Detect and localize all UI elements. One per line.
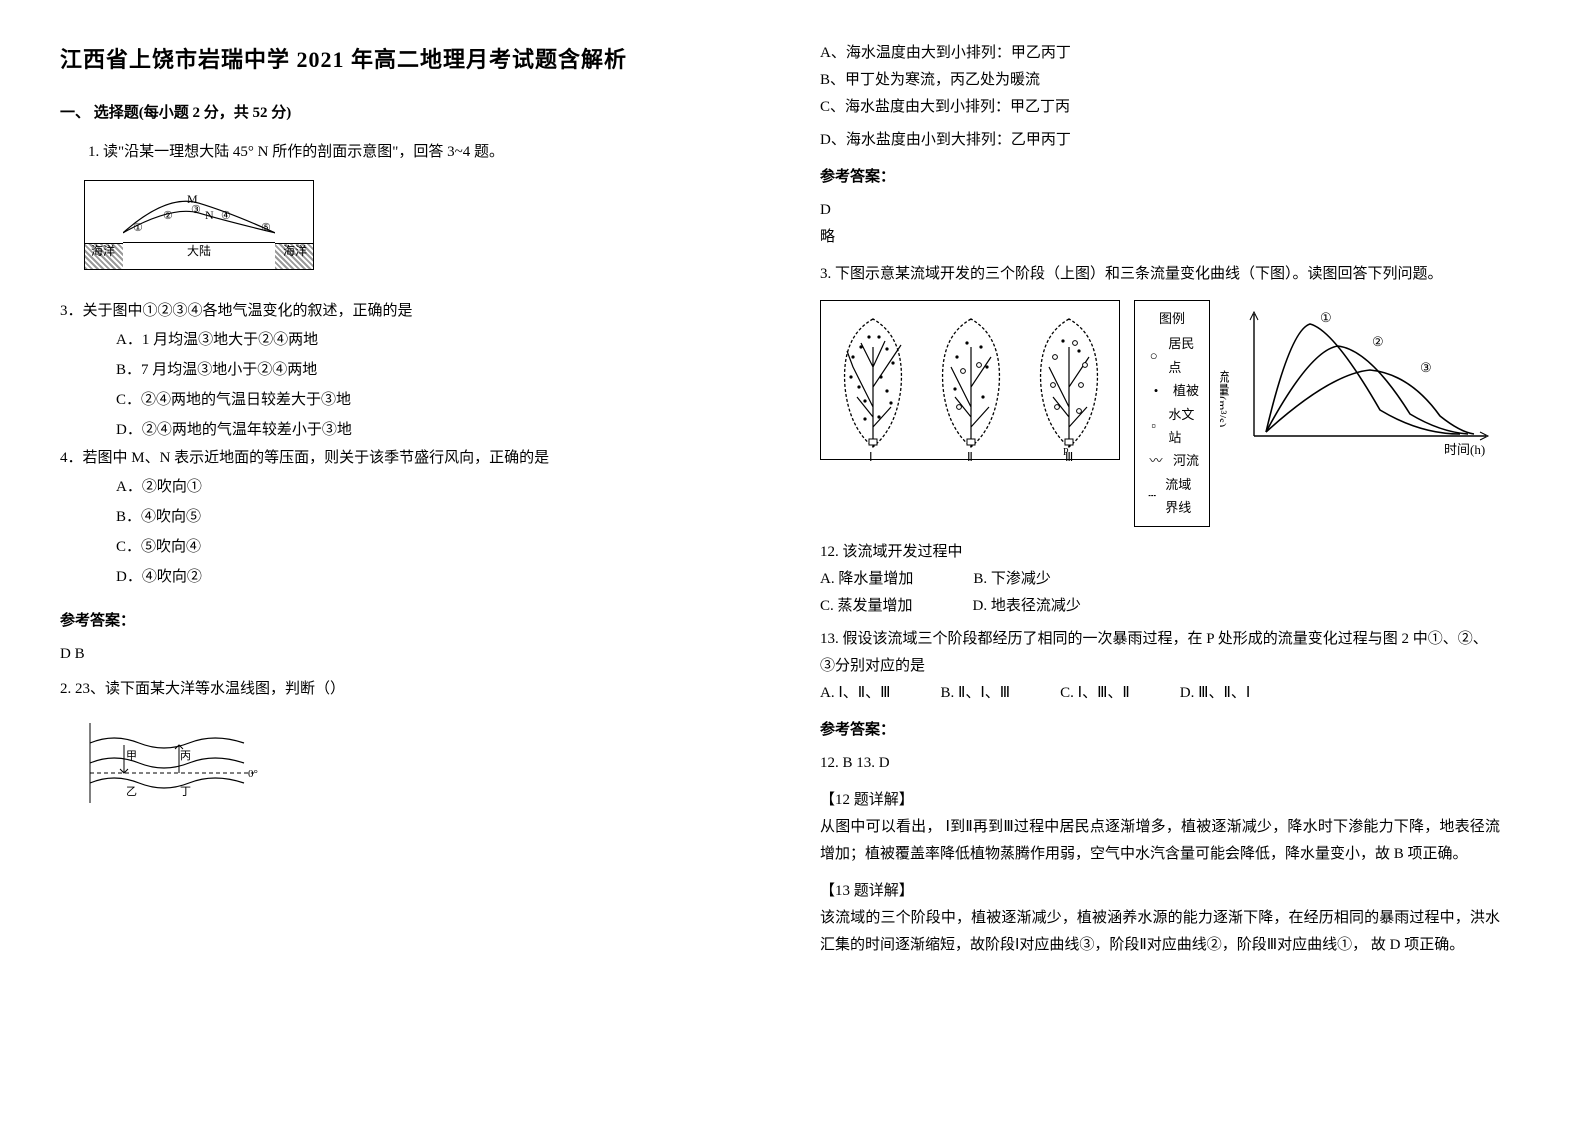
q4-opt-c: C．⑤吹向④	[116, 532, 740, 562]
q3-block: 3. 下图示意某流域开发的三个阶段（上图）和三条流量变化曲线（下图）。读图回答下…	[820, 261, 1500, 959]
fig1-n1: ①	[133, 219, 143, 239]
q3-stem: 3. 下图示意某流域开发的三个阶段（上图）和三条流量变化曲线（下图）。读图回答下…	[820, 261, 1500, 288]
q2-opt-c: C、海水盐度由大到小排列：甲乙丁丙	[820, 94, 1500, 121]
q4-opt-a: A．②吹向①	[116, 472, 740, 502]
q13-opts: A. Ⅰ、Ⅱ、Ⅲ B. Ⅱ、Ⅰ、Ⅲ C. Ⅰ、Ⅲ、Ⅱ D. Ⅲ、Ⅱ、Ⅰ	[820, 680, 1500, 707]
q1-answer: D B	[60, 641, 740, 668]
q3-answer: 12. B 13. D	[820, 750, 1500, 777]
fig1-n5: ⑤	[261, 219, 271, 239]
svg-text:甲: 甲	[126, 750, 137, 762]
q3-opt-a: A．1 月均温③地大于②④两地	[116, 325, 740, 355]
flow-chart: 流量(m³/s) 时间(h) ① ② ③	[1220, 300, 1500, 460]
svg-text:P: P	[1063, 447, 1069, 458]
q13-stem: 13. 假设该流域三个阶段都经历了相同的一次暴雨过程，在 P 处形成的流量变化过…	[820, 626, 1500, 680]
q1-text: 读"沿某一理想大陆 45° N 所作的剖面示意图"，回答 3~4 题。	[103, 144, 504, 160]
q3-stem: 3．关于图中①②③④各地气温变化的叙述，正确的是	[60, 298, 740, 325]
residence-icon: ○	[1145, 344, 1162, 367]
svg-text:②: ②	[1372, 334, 1384, 349]
answer-label-1: 参考答案：	[60, 608, 740, 635]
q12-opt-c: C. 蒸发量增加	[820, 593, 913, 620]
fig1-n: N	[205, 205, 214, 227]
legend-hydrostation: 水文站	[1168, 403, 1199, 450]
answer-label-2: 参考答案：	[820, 164, 1500, 191]
legend-river: 河流	[1173, 449, 1199, 472]
svg-text:①: ①	[1320, 310, 1332, 325]
svg-text:Ⅱ: Ⅱ	[967, 450, 973, 461]
chart-xlabel: 时间(h)	[1444, 442, 1485, 457]
q13-opt-a: A. Ⅰ、Ⅱ、Ⅲ	[820, 680, 890, 707]
q12-opt-b: B. 下渗减少	[973, 566, 1051, 593]
svg-text:③: ③	[1420, 360, 1432, 375]
figure1: 海洋 海洋 大陆 M N ① ② ③ ④ ⑤	[84, 180, 740, 280]
fig1-n2: ②	[163, 207, 173, 227]
q2-opt-d: D、海水盐度由小到大排列：乙甲丙丁	[820, 127, 1500, 154]
q2-block: 2. 23、读下面某大洋等水温线图，判断（） 甲 丙 乙 丁 0°	[60, 676, 740, 813]
right-column: A、海水温度由大到小排列：甲乙丙丁 B、甲丁处为寒流，丙乙处为暖流 C、海水盐度…	[820, 40, 1500, 975]
section-header: 一、 选择题(每小题 2 分，共 52 分)	[60, 100, 740, 127]
river-icon: 〰	[1145, 449, 1167, 472]
q13-opt-d: D. Ⅲ、Ⅱ、Ⅰ	[1180, 680, 1250, 707]
legend-vegetation: 植被	[1173, 379, 1199, 402]
q2-stem: 2. 23、读下面某大洋等水温线图，判断（）	[60, 676, 740, 703]
svg-text:0°: 0°	[248, 768, 258, 780]
left-column: 江西省上饶市岩瑞中学 2021 年高二地理月考试题含解析 一、 选择题(每小题 …	[60, 40, 740, 975]
figure3: Ⅰ Ⅱ	[820, 300, 1500, 527]
q4-opt-d: D．④吹向②	[116, 562, 740, 592]
svg-text:丙: 丙	[180, 750, 191, 762]
hydrostation-icon: ▫	[1145, 414, 1162, 437]
q1-stem: 1. 读"沿某一理想大陆 45° N 所作的剖面示意图"，回答 3~4 题。	[88, 139, 740, 166]
legend-and-chart: 图例 ○ 居民点 • 植被 ▫ 水文站 〰河流 ┄ 流域界线	[1134, 300, 1500, 527]
q1-block: 1. 读"沿某一理想大陆 45° N 所作的剖面示意图"，回答 3~4 题。 海…	[60, 139, 740, 592]
q4-stem: 4．若图中 M、N 表示近地面的等压面，则关于该季节盛行风向，正确的是	[60, 445, 740, 472]
tree-panel: Ⅰ Ⅱ	[820, 300, 1120, 460]
q12-opt-a: A. 降水量增加	[820, 566, 913, 593]
vegetation-icon: •	[1145, 379, 1167, 402]
legend-residence: 居民点	[1168, 332, 1199, 379]
svg-text:乙: 乙	[126, 785, 137, 798]
q2-opt-a: A、海水温度由大到小排列：甲乙丙丁	[820, 40, 1500, 67]
svg-text:丁: 丁	[180, 786, 191, 798]
q12-stem: 12. 该流域开发过程中	[820, 539, 1500, 566]
fig1-sea-l: 海洋	[91, 241, 115, 263]
a12-title: 【12 题详解】	[820, 787, 1500, 814]
q12-opt-d: D. 地表径流减少	[973, 593, 1081, 620]
legend-title: 图例	[1145, 307, 1199, 330]
svg-text:Ⅰ: Ⅰ	[869, 450, 873, 461]
q13-opt-b: B. Ⅱ、Ⅰ、Ⅲ	[940, 680, 1010, 707]
fig1-n3: ③	[191, 201, 201, 221]
q1-num: 1.	[88, 144, 99, 160]
q4-opt-b: B．④吹向⑤	[116, 502, 740, 532]
q3-opt-b: B．7 月均温③地小于②④两地	[116, 355, 740, 385]
answer-label-3: 参考答案：	[820, 717, 1500, 744]
q12-opts-row1: A. 降水量增加 B. 下渗减少	[820, 566, 1500, 593]
chart-ylabel: 流量(m³/s)	[1220, 370, 1230, 427]
q3-opt-c: C．②④两地的气温日较差大于③地	[116, 385, 740, 415]
boundary-icon: ┄	[1145, 484, 1159, 507]
figure2: 甲 丙 乙 丁 0°	[84, 703, 264, 813]
a13-text: 该流域的三个阶段中，植被逐渐减少，植被涵养水源的能力逐渐下降，在经历相同的暴雨过…	[820, 905, 1500, 959]
fig1-sea-r: 海洋	[283, 241, 307, 263]
q2-exp: 略	[820, 224, 1500, 251]
legend-box: 图例 ○ 居民点 • 植被 ▫ 水文站 〰河流 ┄ 流域界线	[1134, 300, 1210, 527]
fig1-land: 大陆	[187, 241, 211, 263]
q2-opt-b: B、甲丁处为寒流，丙乙处为暖流	[820, 67, 1500, 94]
page-title: 江西省上饶市岩瑞中学 2021 年高二地理月考试题含解析	[60, 40, 740, 80]
fig1-n4: ④	[221, 207, 231, 227]
q2-answer: D	[820, 197, 1500, 224]
q13-opt-c: C. Ⅰ、Ⅲ、Ⅱ	[1060, 680, 1130, 707]
q12-opts-row2: C. 蒸发量增加 D. 地表径流减少	[820, 593, 1500, 620]
a12-text: 从图中可以看出， Ⅰ到Ⅱ再到Ⅲ过程中居民点逐渐增多，植被逐渐减少，降水时下渗能力…	[820, 814, 1500, 868]
q3-opt-d: D．②④两地的气温年较差小于③地	[116, 415, 740, 445]
legend-boundary: 流域界线	[1165, 473, 1199, 520]
a13-title: 【13 题详解】	[820, 878, 1500, 905]
